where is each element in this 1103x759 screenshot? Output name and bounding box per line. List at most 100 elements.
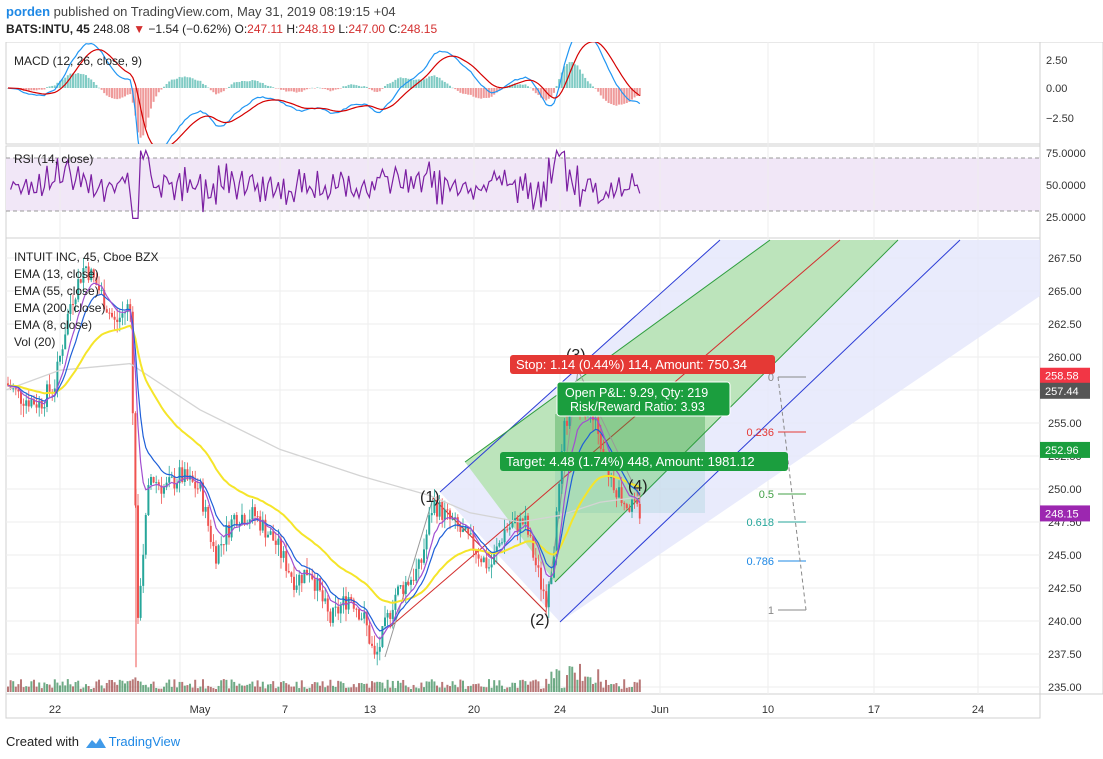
macd-hist-bar bbox=[103, 88, 106, 94]
candle-body bbox=[274, 540, 277, 545]
candle-body bbox=[493, 552, 496, 565]
volume-bar bbox=[220, 680, 223, 692]
fib-retracement[interactable]: 0 0.236 0.5 0.618 0.786 1 bbox=[746, 372, 807, 617]
volume-bar bbox=[311, 684, 314, 692]
volume-bar bbox=[207, 685, 210, 692]
candle-body bbox=[332, 607, 334, 623]
candle-body bbox=[631, 499, 633, 512]
candle-body bbox=[472, 533, 475, 551]
pnl-line-1: Open P&L: 9.29, Qty: 219 bbox=[565, 386, 708, 400]
macd-hist-bar bbox=[313, 88, 316, 89]
indicator-legend-item: EMA (8, close) bbox=[14, 318, 92, 332]
publisher-username[interactable]: porden bbox=[6, 4, 51, 19]
low-value: 247.00 bbox=[348, 22, 386, 36]
candle-body bbox=[378, 646, 381, 652]
volume-bar bbox=[438, 687, 441, 692]
macd-hist-bar bbox=[514, 83, 516, 88]
candle-body bbox=[355, 608, 358, 610]
candle-body bbox=[373, 645, 376, 655]
candle-body bbox=[176, 483, 178, 489]
target-box[interactable] bbox=[500, 452, 788, 471]
stop-box[interactable] bbox=[510, 355, 775, 374]
macd-hist-bar bbox=[480, 88, 483, 99]
volume-bar bbox=[573, 672, 576, 692]
close-value: 248.15 bbox=[400, 22, 438, 36]
candle-body bbox=[235, 514, 238, 526]
candle-body bbox=[228, 525, 230, 538]
macd-hist-bar bbox=[592, 86, 594, 88]
macd-hist-bar bbox=[511, 84, 514, 88]
volume-bar bbox=[176, 687, 178, 692]
macd-hist-bar bbox=[602, 88, 605, 99]
macd-hist-bar bbox=[290, 88, 293, 92]
volume-bar bbox=[558, 670, 561, 692]
price-axis-tick: 255.00 bbox=[1048, 418, 1082, 430]
volume-bar bbox=[43, 682, 46, 692]
macd-hist-bar bbox=[625, 88, 628, 104]
candle-body bbox=[121, 313, 124, 318]
volume-bar bbox=[238, 683, 241, 692]
volume-bar bbox=[347, 687, 350, 692]
macd-hist-bar bbox=[90, 79, 93, 88]
macd-hist-bar bbox=[165, 83, 168, 88]
macd-hist-bar bbox=[443, 81, 446, 88]
macd-pane[interactable] bbox=[5, 42, 1041, 145]
time-axis[interactable] bbox=[5, 693, 1041, 719]
candle-body bbox=[402, 585, 405, 594]
candle-body bbox=[256, 516, 259, 518]
candle-body bbox=[586, 416, 589, 418]
candle-body bbox=[319, 578, 321, 591]
volume-bar bbox=[592, 683, 594, 692]
volume-bar bbox=[584, 676, 587, 692]
macd-hist-bar bbox=[220, 88, 223, 93]
pnl-box[interactable] bbox=[556, 381, 731, 417]
macd-hist-bar bbox=[137, 88, 139, 133]
volume-bar bbox=[82, 687, 85, 692]
macd-hist-bar bbox=[615, 88, 618, 106]
volume-bar bbox=[607, 684, 610, 692]
wave-2-line bbox=[432, 497, 547, 613]
macd-hist-bar bbox=[586, 81, 589, 88]
macd-hist-bar bbox=[129, 88, 132, 95]
macd-hist-bar bbox=[360, 86, 363, 88]
macd-hist-bar bbox=[69, 73, 72, 88]
macd-hist-bar bbox=[345, 86, 347, 88]
price-axis-tick: 262.50 bbox=[1048, 319, 1082, 331]
rsi-band bbox=[6, 158, 1040, 211]
macd-hist-bar bbox=[376, 88, 379, 93]
tradingview-brand-link[interactable]: TradingView bbox=[108, 734, 181, 749]
candle-body bbox=[636, 499, 639, 504]
macd-hist-bar bbox=[142, 88, 145, 136]
candle-body bbox=[467, 527, 470, 534]
candle-body bbox=[147, 485, 150, 516]
volume-bar bbox=[137, 680, 139, 692]
candle-body bbox=[404, 582, 407, 594]
volume-bar bbox=[490, 687, 493, 692]
volume-bar bbox=[508, 687, 511, 692]
time-axis-tick: 20 bbox=[468, 704, 480, 716]
volume-bar bbox=[53, 679, 56, 692]
candle-body bbox=[506, 529, 509, 531]
candle-body bbox=[420, 559, 423, 563]
macd-hist-bar bbox=[295, 88, 298, 93]
macd-hist-bar bbox=[189, 77, 191, 88]
macd-hist-bar bbox=[527, 86, 529, 88]
macd-hist-bar bbox=[316, 87, 319, 88]
price-axis-tick: 267.50 bbox=[1048, 253, 1082, 265]
volume-bar bbox=[332, 685, 334, 692]
macd-hist-bar bbox=[152, 88, 155, 102]
candle-body bbox=[230, 519, 233, 538]
macd-hist-bar bbox=[168, 81, 171, 88]
candle-body bbox=[178, 467, 181, 484]
volume-bar bbox=[293, 686, 295, 692]
volume-bar bbox=[610, 683, 613, 692]
macd-hist-bar bbox=[321, 88, 324, 89]
macd-hist-bar bbox=[472, 88, 475, 97]
candle-body bbox=[142, 554, 145, 586]
macd-hist-bar bbox=[48, 86, 51, 88]
macd-hist-bar bbox=[113, 88, 116, 99]
volume-bar bbox=[191, 687, 194, 692]
macd-hist-bar bbox=[92, 82, 95, 88]
macd-hist-bar bbox=[118, 88, 121, 99]
